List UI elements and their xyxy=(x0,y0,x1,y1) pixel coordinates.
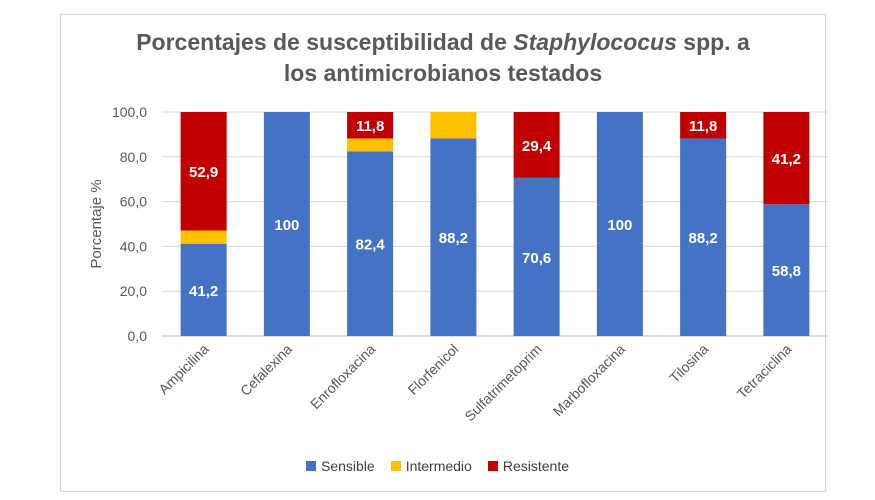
data-label: 88,2 xyxy=(689,230,718,247)
bar-segment-sensible xyxy=(596,112,643,336)
legend-swatch xyxy=(390,461,401,471)
x-tick-label: Marbofloxacina xyxy=(550,341,629,420)
bar-segment-intermedio xyxy=(180,230,227,244)
data-label: 52,9 xyxy=(189,164,218,181)
data-label: 29,4 xyxy=(522,138,552,155)
chart-title-line2: los antimicrobianos testados xyxy=(283,60,603,86)
x-tick-label: Enrofloxacina xyxy=(307,341,378,412)
data-label: 58,8 xyxy=(772,263,801,280)
legend-swatch xyxy=(487,461,498,471)
chart-title: Porcentajes de susceptibilidad de Staphy… xyxy=(60,27,826,89)
x-tick-label: Florfenicol xyxy=(405,341,462,398)
bar-segment-resistente xyxy=(513,112,560,178)
bar-segment-intermedio xyxy=(347,138,394,152)
data-label: 100 xyxy=(274,217,299,234)
bar-segment-sensible xyxy=(263,112,310,336)
bar-segment-sensible xyxy=(430,138,477,336)
data-label: 70,6 xyxy=(522,250,551,267)
legend-label: Intermedio xyxy=(405,458,472,474)
bar-segment-intermedio xyxy=(430,112,477,139)
data-label: 41,2 xyxy=(189,283,218,300)
data-label: 88,2 xyxy=(439,230,468,247)
x-tick-label: Ampicilina xyxy=(155,341,212,398)
y-axis-title: Porcentaje % xyxy=(88,179,105,268)
legend-item: Resistente xyxy=(487,458,569,474)
y-tick-label: 20,0 xyxy=(120,283,147,299)
legend-item: Sensible xyxy=(305,458,375,474)
bar-segment-resistente xyxy=(680,112,727,139)
x-tick-label: Sulfatrimetoprim xyxy=(461,341,544,424)
y-tick-label: 100,0 xyxy=(112,104,147,120)
y-tick-label: 80,0 xyxy=(120,149,147,165)
chart-title-line1: Porcentajes de susceptibilidad de Staphy… xyxy=(136,29,750,55)
data-label: 11,8 xyxy=(689,118,717,135)
bar-segment-sensible xyxy=(180,243,227,336)
data-label: 82,4 xyxy=(356,237,386,254)
data-label: 41,2 xyxy=(772,151,801,168)
legend-swatch xyxy=(305,461,316,471)
x-tick-label: Tetraciclina xyxy=(734,341,795,402)
y-tick-label: 60,0 xyxy=(120,194,147,210)
bar-segment-resistente xyxy=(180,112,227,231)
bar-segment-sensible xyxy=(680,138,727,336)
legend-label: Resistente xyxy=(502,458,569,474)
chart-legend: Sensible Intermedio Resistente xyxy=(0,458,875,474)
data-label: 100 xyxy=(607,217,632,234)
data-label: 11,8 xyxy=(356,118,384,135)
bar-segment-sensible xyxy=(347,151,394,336)
bar-segment-sensible xyxy=(513,177,560,336)
bar-segment-resistente xyxy=(347,112,394,139)
legend-label: Sensible xyxy=(320,458,375,474)
bar-segment-sensible xyxy=(763,204,810,336)
bar-segment-resistente xyxy=(763,112,810,205)
y-tick-label: 0,0 xyxy=(128,328,148,344)
x-tick-label: Tilosina xyxy=(666,341,711,386)
y-tick-label: 40,0 xyxy=(120,238,147,254)
x-tick-label: Cefalexina xyxy=(237,341,295,399)
legend-item: Intermedio xyxy=(390,458,472,474)
